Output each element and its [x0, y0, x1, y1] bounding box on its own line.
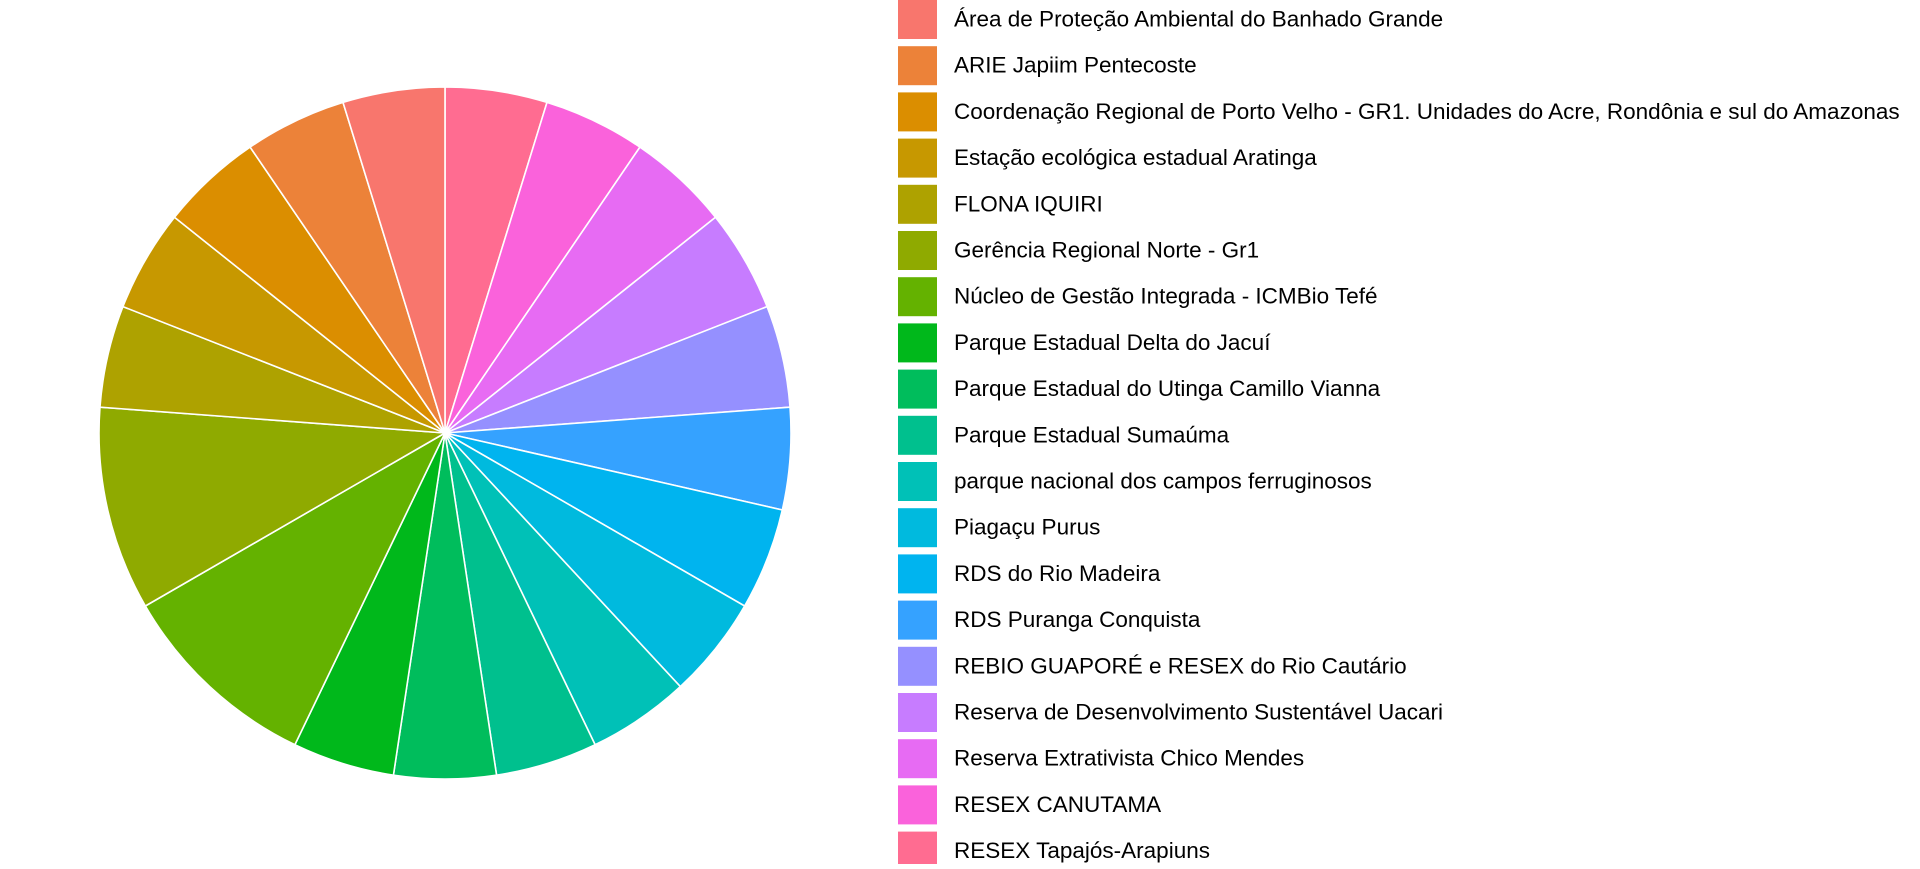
pie-slices — [98, 86, 792, 780]
legend-label-11: Piagaçu Purus — [954, 515, 1100, 540]
legend-key-12 — [898, 554, 937, 594]
legend-label-8: Parque Estadual do Utinga Camillo Vianna — [954, 376, 1381, 401]
pie-slice-0 — [342, 86, 446, 434]
legend-label-4: FLONA IQUIRI — [954, 191, 1103, 216]
pie-slice-5 — [98, 406, 448, 608]
legend-key-10 — [898, 462, 937, 501]
legend-label-16: Reserva Extrativista Chico Mendes — [954, 746, 1304, 771]
legend-key-14 — [898, 646, 937, 686]
legend-key-8 — [898, 369, 937, 409]
legend-label-7: Parque Estadual Delta do Jacuí — [954, 330, 1271, 355]
legend-key-1 — [898, 46, 937, 86]
legend-label-13: RDS Puranga Conquista — [954, 607, 1201, 632]
legend-label-15: Reserva de Desenvolvimento Sustentável U… — [954, 700, 1443, 725]
legend-label-2: Coordenação Regional de Porto Velho - GR… — [954, 99, 1900, 124]
legend-key-2 — [898, 92, 937, 132]
legend-key-17 — [898, 785, 937, 825]
legend-key-13 — [898, 600, 937, 640]
legend: Área de Proteção Ambiental do Banhado Gr… — [898, 0, 1900, 869]
legend-label-0: Área de Proteção Ambiental do Banhado Gr… — [954, 7, 1443, 32]
legend-label-1: ARIE Japiim Pentecoste — [954, 53, 1197, 78]
legend-key-5 — [898, 231, 937, 270]
legend-key-16 — [898, 739, 937, 779]
legend-key-4 — [898, 184, 937, 224]
legend-label-17: RESEX CANUTAMA — [954, 792, 1161, 817]
legend-label-3: Estação ecológica estadual Aratinga — [954, 145, 1317, 170]
legend-label-5: Gerência Regional Norte - Gr1 — [954, 238, 1259, 263]
legend-key-9 — [898, 415, 937, 455]
legend-label-6: Núcleo de Gestão Integrada - ICMBio Tefé — [954, 284, 1378, 309]
pie-slice-6 — [144, 431, 447, 746]
legend-label-12: RDS do Rio Madeira — [954, 561, 1161, 586]
legend-label-18: RESEX Tapajós-Arapiuns — [954, 838, 1210, 863]
legend-label-9: Parque Estadual Sumaúma — [954, 422, 1230, 447]
legend-key-15 — [898, 693, 937, 732]
legend-key-18 — [898, 831, 937, 869]
legend-label-14: REBIO GUAPORÉ e RESEX do Rio Cautário — [954, 653, 1407, 678]
legend-label-10: parque nacional dos campos ferruginosos — [954, 469, 1372, 494]
legend-key-0 — [898, 0, 937, 39]
legend-key-11 — [898, 508, 937, 548]
legend-key-6 — [898, 277, 937, 317]
legend-key-7 — [898, 323, 937, 363]
legend-key-3 — [898, 138, 937, 178]
